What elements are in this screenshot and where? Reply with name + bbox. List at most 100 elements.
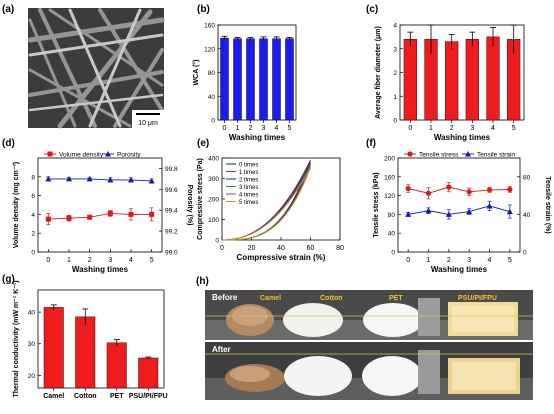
panel-label: (d) bbox=[2, 138, 15, 149]
y-tick-label: 6 bbox=[31, 193, 35, 200]
y-tick-label: 160 bbox=[384, 174, 395, 181]
bar bbox=[220, 37, 229, 121]
data-point bbox=[446, 184, 452, 190]
y-right-tick-label: 99.2 bbox=[165, 229, 178, 236]
plot-frame bbox=[217, 24, 297, 121]
x-tick-label: 1 bbox=[236, 125, 240, 132]
x-axis-label: Compressive strain (%) bbox=[237, 253, 326, 262]
x-tick-label: 1 bbox=[67, 257, 71, 264]
y-right-tick-label: 99.8 bbox=[165, 166, 178, 173]
y-tick-label: 2 bbox=[393, 70, 397, 77]
series-line bbox=[48, 213, 152, 220]
y-tick-label: 0 bbox=[391, 250, 395, 257]
panel-label: (e) bbox=[197, 138, 209, 149]
x-tick-label: 2 bbox=[249, 125, 253, 132]
series-line bbox=[48, 178, 152, 182]
x-tick-label: 4 bbox=[275, 125, 279, 132]
bar bbox=[106, 342, 127, 389]
plot-frame bbox=[399, 24, 525, 121]
legend-marker bbox=[105, 151, 111, 157]
panel-label: (g) bbox=[2, 274, 15, 285]
y-tick-label: 0 bbox=[215, 238, 219, 245]
panel-h-label: (h) bbox=[196, 276, 209, 287]
x-tick-label: 5 bbox=[512, 125, 516, 132]
sample-label-pet: PET bbox=[389, 295, 403, 302]
data-point bbox=[148, 177, 155, 184]
y-tick-label: 100 bbox=[208, 217, 219, 224]
data-point bbox=[405, 185, 411, 192]
y-right-tick-label: 40 bbox=[523, 212, 531, 219]
data-point bbox=[507, 186, 513, 193]
legend-marker bbox=[465, 151, 471, 157]
x-tick-label: 80 bbox=[336, 245, 344, 252]
x-axis-label: Washing times bbox=[431, 265, 488, 274]
data-point bbox=[425, 190, 432, 196]
y-tick-label: 400 bbox=[208, 156, 219, 163]
x-tick-label: 5 bbox=[508, 257, 512, 264]
x-tick-label: PET bbox=[110, 393, 124, 400]
panel-h: (h) Before Camel Cotton PET PSU/PI/FPU bbox=[196, 276, 533, 400]
x-tick-label: 4 bbox=[129, 257, 133, 264]
x-tick-label: PSU/PI/FPU bbox=[129, 393, 168, 400]
y-right-tick-label: 80 bbox=[523, 174, 531, 181]
bar bbox=[272, 38, 281, 121]
data-point bbox=[425, 207, 432, 214]
data-point bbox=[128, 211, 134, 217]
y-axis-label: WCA (°) bbox=[192, 60, 200, 86]
plot-frame bbox=[397, 157, 521, 253]
y-tick-label: 40 bbox=[388, 231, 396, 238]
y-right-tick-label: 99.0 bbox=[165, 250, 178, 257]
x-tick-label: 4 bbox=[491, 125, 495, 132]
chart-c: (c) 0 1 2 3 4 Average fiber diameter (μm) Washi… bbox=[366, 4, 525, 142]
y-tick-label: 300 bbox=[208, 176, 219, 183]
x-tick-label: 20 bbox=[248, 245, 256, 252]
y-tick-label: 4 bbox=[31, 212, 35, 219]
panel-label: (c) bbox=[366, 4, 378, 15]
x-tick-label: 2 bbox=[447, 257, 451, 264]
x-tick-label: 1 bbox=[429, 125, 433, 132]
x-axis-label: Washing times bbox=[229, 133, 286, 142]
data-point bbox=[66, 175, 72, 182]
sample-label-psu: PSU/PI/FPU bbox=[458, 295, 497, 302]
bar bbox=[465, 39, 479, 121]
bar bbox=[246, 38, 255, 121]
data-point bbox=[66, 215, 72, 221]
x-tick-label: Camel bbox=[43, 393, 64, 400]
legend-label: 4 times bbox=[239, 192, 258, 198]
legend-label: 3 times bbox=[239, 185, 258, 191]
y-axis-label: Compressive stress (Pa) bbox=[197, 158, 204, 240]
series-line bbox=[221, 164, 311, 241]
x-tick-label: 5 bbox=[150, 257, 154, 264]
y-right-tick-label: 99.6 bbox=[165, 187, 178, 194]
x-tick-label: 3 bbox=[108, 257, 112, 264]
bar bbox=[233, 38, 242, 121]
y-axis-label: Tensile stress (kPa) bbox=[373, 172, 380, 237]
x-tick-label: 1 bbox=[427, 257, 431, 264]
data-point bbox=[486, 187, 493, 193]
photo-after bbox=[205, 342, 533, 400]
y-tick-label: 80 bbox=[208, 70, 216, 77]
y-tick-label: 3 bbox=[393, 46, 397, 53]
y-tick-label: 20 bbox=[28, 373, 36, 380]
y-tick-label: 2 bbox=[31, 231, 35, 238]
legend-label: 5 times bbox=[239, 200, 258, 206]
y-right-axis-label: Tensile strain (%) bbox=[544, 176, 551, 233]
legend-label: Porosity bbox=[117, 152, 141, 159]
y-tick-label: 200 bbox=[384, 156, 395, 163]
plot-frame bbox=[37, 289, 165, 389]
x-tick-label: 3 bbox=[467, 257, 471, 264]
data-point bbox=[107, 210, 113, 216]
x-tick-label: Cotton bbox=[74, 393, 97, 400]
y-tick-label: 40 bbox=[208, 94, 216, 101]
legend-marker bbox=[47, 151, 53, 157]
row-label-after: After bbox=[212, 345, 231, 354]
bar bbox=[403, 39, 417, 121]
chart-d: (d) 0 2 4 6 8 Volume density (mg cm⁻³) Washing … bbox=[2, 138, 193, 274]
y-tick-label: 0 bbox=[31, 250, 35, 257]
data-point bbox=[486, 202, 493, 209]
y-tick-label: 0 bbox=[393, 118, 397, 125]
data-point bbox=[466, 189, 472, 195]
legend-label: Tensile strain bbox=[477, 152, 515, 159]
series-line bbox=[408, 205, 510, 215]
y-axis-label: Volume density (mg cm⁻³) bbox=[13, 162, 20, 248]
